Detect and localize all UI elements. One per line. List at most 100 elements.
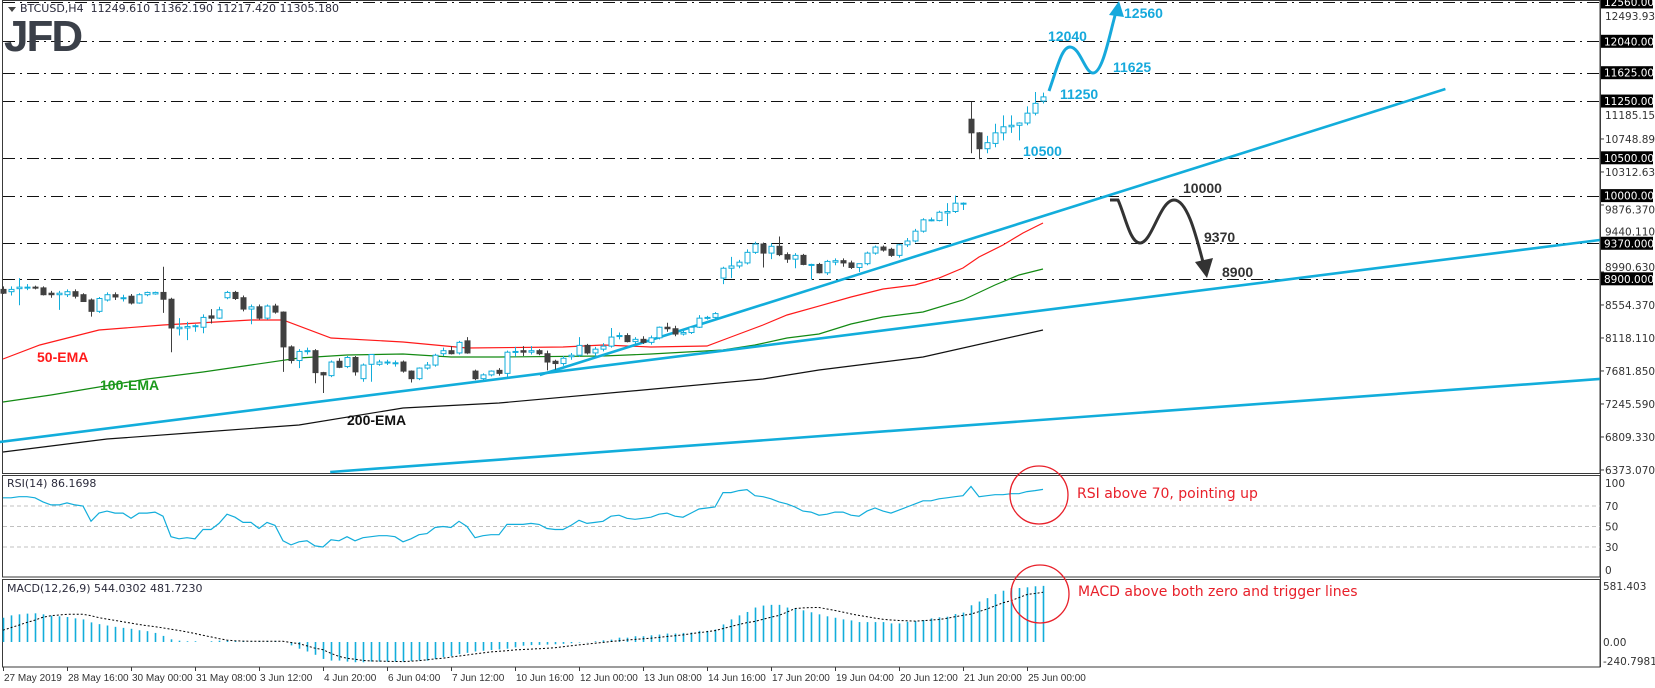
candle bbox=[864, 251, 871, 266]
target-label-10500: 10500 bbox=[1023, 143, 1062, 159]
ema50-label: 50-EMA bbox=[37, 349, 88, 365]
candle bbox=[592, 346, 599, 356]
rsi-label: RSI(14) 86.1698 bbox=[7, 477, 97, 490]
candle-body bbox=[552, 360, 559, 365]
time-tick-label: 28 May 16:00 bbox=[68, 673, 129, 684]
candle-body bbox=[672, 328, 679, 335]
target-label-9370: 9370 bbox=[1204, 229, 1235, 245]
200-ema-line bbox=[2, 329, 1044, 453]
level-price-box bbox=[1601, 66, 1653, 80]
time-tick-label: 3 Jun 12:00 bbox=[260, 673, 313, 684]
candle bbox=[0, 286, 7, 294]
candle bbox=[296, 349, 303, 369]
candle-body bbox=[656, 326, 663, 339]
candle bbox=[680, 330, 687, 336]
candle-body bbox=[376, 361, 383, 365]
candle-body bbox=[320, 372, 327, 376]
candle bbox=[520, 346, 527, 356]
candle bbox=[544, 350, 551, 371]
candle-body bbox=[248, 306, 255, 310]
candle-body bbox=[40, 287, 47, 296]
candle-body bbox=[832, 260, 839, 263]
trendlines bbox=[0, 87, 1600, 474]
candle bbox=[120, 294, 127, 302]
candle bbox=[72, 289, 79, 299]
candle-body bbox=[752, 243, 759, 253]
candle-body bbox=[368, 353, 375, 365]
candle bbox=[792, 253, 799, 269]
candle bbox=[224, 290, 231, 300]
price-tick-label: 6809.330 bbox=[1605, 432, 1655, 444]
candle-body bbox=[400, 361, 407, 372]
candle bbox=[320, 371, 327, 394]
candle-body bbox=[0, 288, 7, 294]
candle-body bbox=[1032, 102, 1039, 114]
price-tick-label: 8990.630 bbox=[1605, 262, 1655, 274]
candle-body bbox=[296, 350, 303, 362]
target-label-12560: 12560 bbox=[1124, 5, 1163, 21]
candle-body bbox=[840, 260, 847, 264]
main-panel-frame bbox=[2, 0, 1601, 474]
50-ema-line bbox=[2, 222, 1044, 360]
candle bbox=[88, 298, 95, 317]
panel-frames bbox=[2, 0, 1601, 668]
candle-body bbox=[792, 254, 799, 260]
candle-body bbox=[152, 291, 159, 295]
level-price-box bbox=[1601, 94, 1653, 108]
macd-axis-label: 581.403 bbox=[1603, 581, 1646, 593]
candle bbox=[944, 203, 951, 226]
candle-body bbox=[648, 337, 655, 343]
candle-body bbox=[976, 132, 983, 150]
candle bbox=[672, 325, 679, 337]
candle-body bbox=[920, 219, 927, 232]
candle bbox=[760, 242, 767, 268]
candle bbox=[624, 333, 631, 343]
candle bbox=[648, 335, 655, 345]
candle-body bbox=[280, 311, 287, 348]
candle bbox=[200, 314, 207, 334]
candle-body bbox=[56, 292, 63, 296]
candle bbox=[608, 327, 615, 348]
candle-body bbox=[344, 356, 351, 368]
candle bbox=[872, 245, 879, 255]
price-tick-label: 11185.150 bbox=[1605, 110, 1655, 122]
level-price-box bbox=[1601, 34, 1653, 48]
candle-body bbox=[264, 305, 271, 319]
dropdown-triangle-icon[interactable] bbox=[8, 6, 16, 12]
candle bbox=[776, 236, 783, 257]
candle-body bbox=[544, 353, 551, 363]
candle-body bbox=[416, 367, 423, 380]
time-tick-label: 27 May 2019 bbox=[4, 673, 62, 684]
candle bbox=[80, 293, 87, 303]
candle bbox=[480, 373, 487, 381]
candle-body bbox=[568, 354, 575, 358]
candle bbox=[392, 360, 399, 367]
macd-axis-label: -240.7981 bbox=[1603, 656, 1655, 668]
candle-body bbox=[888, 248, 895, 256]
candle bbox=[744, 249, 751, 265]
candle-body bbox=[360, 364, 367, 380]
candle-body bbox=[528, 350, 535, 353]
level-price-box bbox=[1601, 272, 1653, 286]
candle-body bbox=[480, 374, 487, 380]
time-tick-label: 14 Jun 16:00 bbox=[708, 673, 766, 684]
candle bbox=[152, 291, 159, 295]
candle bbox=[288, 345, 295, 364]
candle bbox=[312, 349, 319, 384]
candle-body bbox=[680, 332, 687, 335]
target-label-10000: 10000 bbox=[1183, 180, 1222, 196]
candle bbox=[96, 296, 103, 313]
candle bbox=[464, 337, 471, 354]
candle bbox=[1008, 115, 1015, 133]
level-price-label: 11250.000 bbox=[1604, 96, 1655, 108]
ema200-label: 200-EMA bbox=[347, 412, 406, 428]
rsi-line bbox=[3, 485, 1044, 548]
candle-body bbox=[1008, 124, 1015, 128]
candle bbox=[816, 262, 823, 274]
candle bbox=[384, 359, 391, 366]
candle bbox=[752, 241, 759, 254]
level-price-label: 12040.000 bbox=[1604, 36, 1655, 48]
100-ema-line bbox=[2, 268, 1044, 403]
candle-body bbox=[992, 132, 999, 144]
